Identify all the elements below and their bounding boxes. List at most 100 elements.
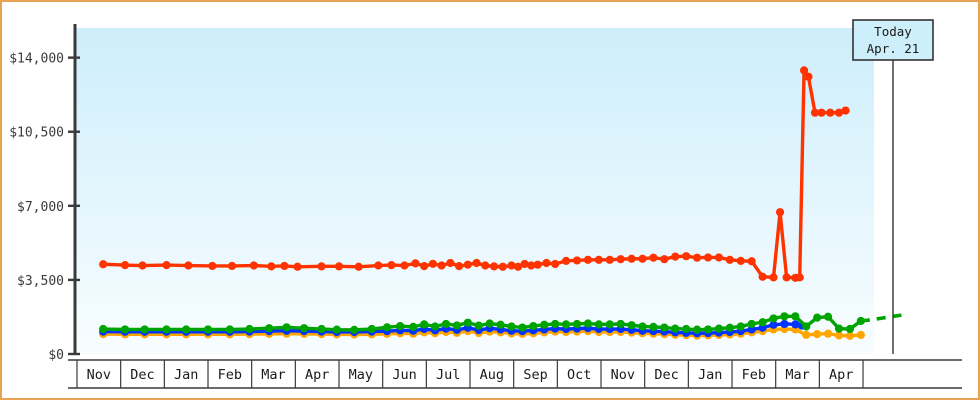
data-point-balcony: [638, 322, 647, 331]
data-point-balcony: [813, 313, 822, 322]
data-point-interior: [834, 331, 844, 340]
data-point-balcony: [474, 321, 483, 330]
data-point-suite: [775, 208, 785, 217]
data-point-balcony: [396, 321, 405, 331]
data-point-balcony: [627, 321, 636, 330]
data-point-balcony: [572, 319, 582, 329]
data-point-interior: [813, 330, 822, 339]
x-axis-month-label: Jan: [698, 367, 722, 383]
data-point-balcony: [162, 325, 171, 334]
data-point-balcony: [736, 322, 745, 331]
data-point-suite: [334, 262, 344, 271]
data-point-balcony: [551, 319, 560, 329]
data-point-suite: [513, 262, 523, 271]
x-axis-month-label: Jul: [436, 367, 460, 383]
data-point-interior: [802, 330, 811, 340]
data-point-balcony: [99, 324, 108, 334]
data-point-balcony: [649, 322, 658, 332]
data-point-balcony: [182, 325, 191, 334]
data-point-suite: [533, 260, 542, 269]
data-point-balcony: [605, 320, 614, 329]
data-point-suite: [99, 260, 108, 269]
data-point-balcony: [845, 324, 855, 334]
data-point-suite: [542, 258, 551, 268]
data-point-balcony: [583, 319, 593, 328]
data-point-suite: [616, 255, 625, 264]
data-point-suite: [481, 261, 490, 270]
forecast-dashed-line: [860, 312, 905, 323]
data-point-suite: [660, 255, 669, 264]
data-point-balcony: [225, 325, 234, 334]
data-point-suite: [561, 256, 571, 265]
y-axis-tick-label: $0: [48, 348, 64, 363]
data-point-suite: [758, 272, 767, 281]
data-point-suite: [703, 253, 713, 262]
data-point-balcony: [350, 325, 359, 334]
x-axis-month-label: Nov: [611, 367, 635, 383]
y-axis-tick-label: $7,000: [17, 200, 64, 215]
data-point-suite: [671, 252, 680, 261]
data-point-balcony: [780, 312, 789, 321]
x-axis-month-label: Oct: [567, 367, 591, 383]
data-point-suite: [280, 261, 289, 271]
data-point-balcony: [518, 323, 527, 332]
x-axis-month-label: Dec: [654, 367, 678, 383]
data-point-balcony: [382, 323, 392, 332]
data-point-suite: [400, 261, 409, 270]
data-point-ocean-view: [780, 319, 789, 329]
data-point-suite: [208, 261, 217, 271]
data-point-balcony: [616, 319, 625, 329]
x-axis-month-label: Feb: [742, 367, 766, 383]
data-point-suite: [507, 261, 516, 270]
data-point-balcony: [430, 322, 440, 331]
x-axis-month-label: Sep: [523, 367, 547, 383]
data-point-balcony: [769, 314, 778, 323]
today-label-line2: Apr. 21: [867, 41, 920, 56]
y-axis-tick-label: $14,000: [9, 52, 64, 67]
data-point-balcony: [725, 323, 734, 332]
data-point-interior: [823, 329, 833, 338]
x-axis-month-label: Nov: [87, 367, 111, 383]
data-point-suite: [387, 260, 396, 270]
data-point-balcony: [120, 325, 130, 334]
today-marker: Today Apr. 21: [852, 19, 934, 354]
data-point-balcony: [299, 324, 309, 333]
data-point-balcony: [758, 318, 767, 327]
today-callout-box: [852, 19, 934, 61]
data-point-suite: [227, 261, 237, 271]
data-point-balcony: [561, 320, 571, 329]
data-point-balcony: [682, 324, 691, 334]
data-point-suite: [810, 108, 820, 117]
data-point-suite: [184, 261, 193, 270]
data-point-suite: [520, 259, 529, 269]
data-point-suite: [420, 262, 429, 271]
data-point-balcony: [203, 325, 213, 334]
x-axis-month-label: Jan: [174, 367, 198, 383]
data-point-balcony: [714, 324, 724, 333]
data-point-suite: [249, 261, 258, 270]
x-axis-month-label: Mar: [261, 367, 285, 383]
data-point-suite: [747, 257, 756, 266]
data-point-balcony: [671, 324, 680, 333]
data-point-suite: [795, 273, 804, 282]
data-point-balcony: [540, 320, 549, 329]
data-point-suite: [799, 66, 809, 75]
data-point-balcony: [463, 318, 472, 327]
data-point-suite: [527, 261, 536, 270]
x-axis-month-label: May: [349, 367, 373, 383]
today-label-line1: Today: [874, 24, 912, 39]
data-point-interior: [856, 330, 865, 340]
data-point-balcony: [594, 320, 603, 329]
data-point-suite: [293, 262, 302, 271]
data-point-balcony: [823, 312, 833, 321]
data-point-suite: [572, 256, 582, 265]
data-point-suite: [769, 273, 778, 282]
data-point-balcony: [747, 319, 756, 329]
data-point-suite: [627, 254, 636, 263]
data-point-suite: [374, 261, 383, 270]
data-point-suite: [428, 259, 437, 268]
data-point-suite: [736, 256, 745, 265]
data-point-suite: [454, 262, 464, 271]
x-axis: Nov Dec Jan Feb Mar Apr May Jun Jul Aug Sep Oct Nov D…: [68, 359, 962, 389]
